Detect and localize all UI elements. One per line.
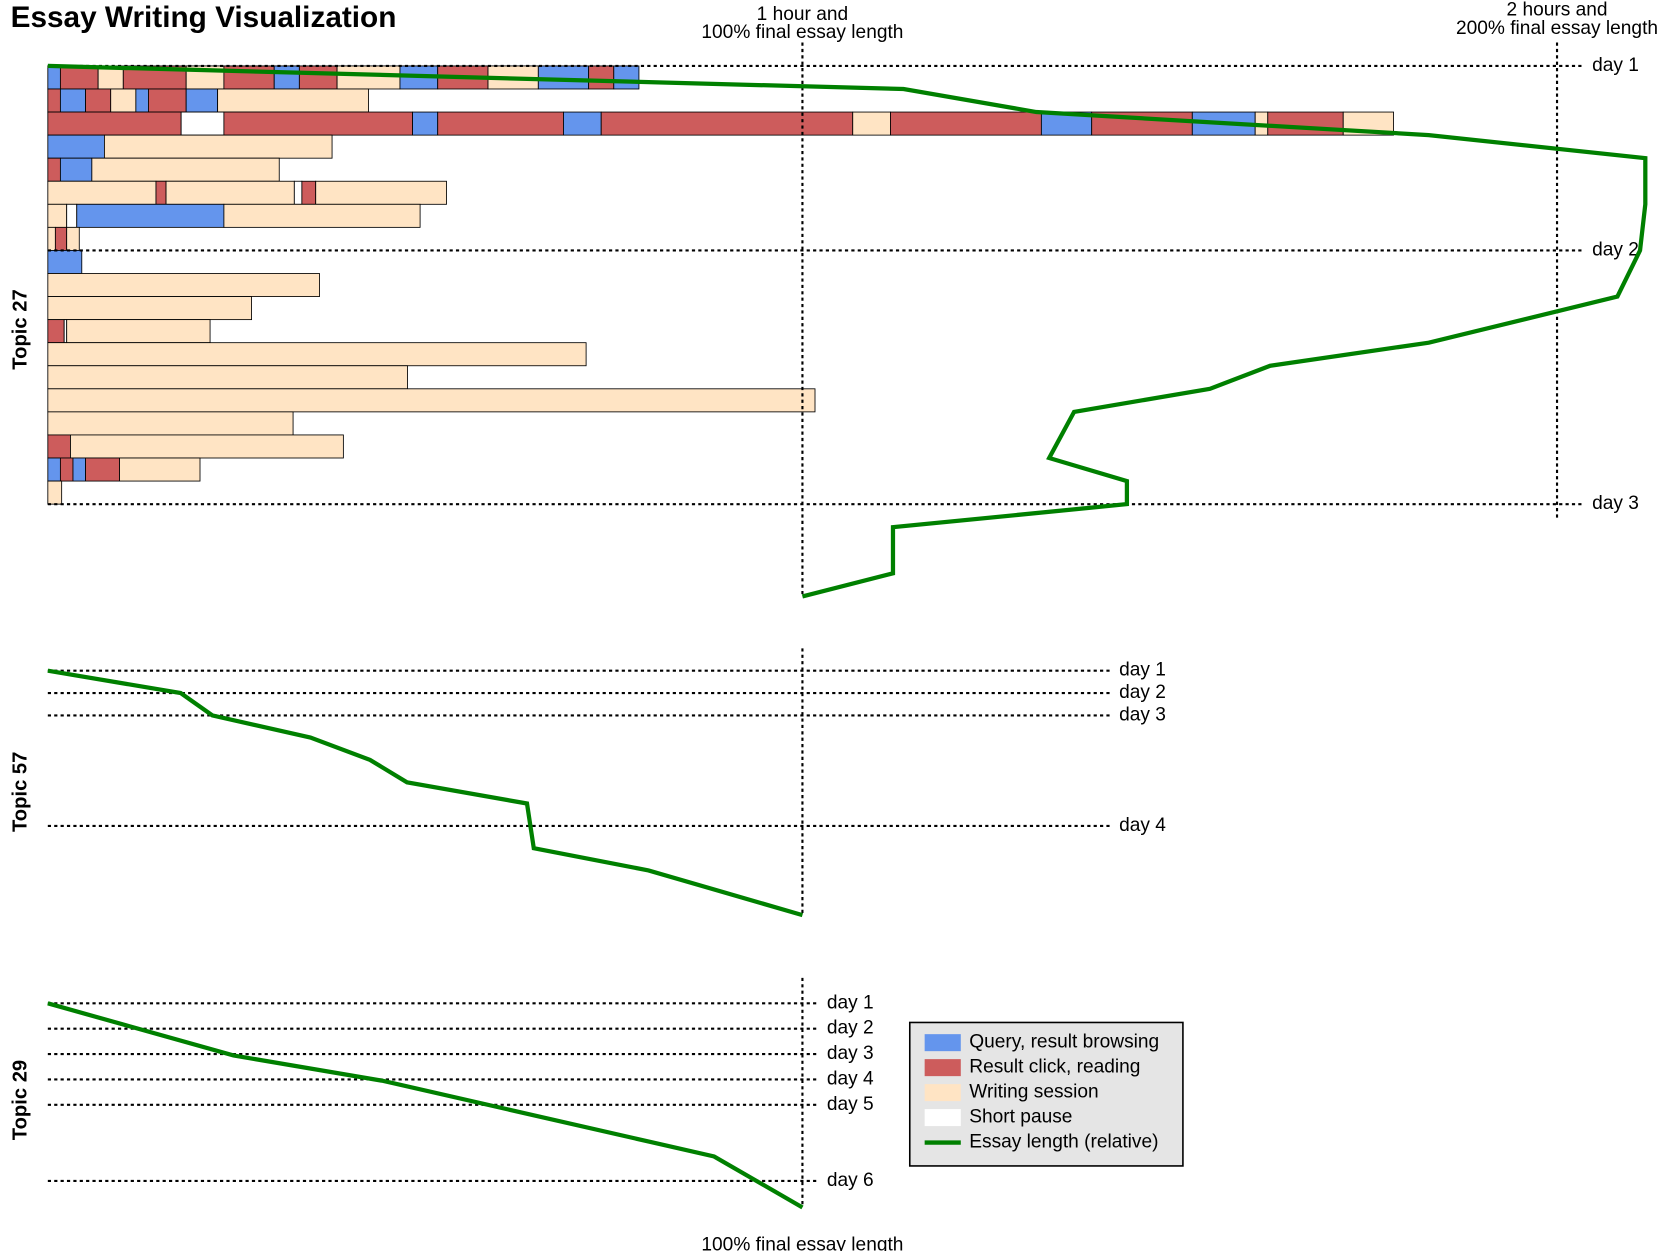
legend-swatch bbox=[924, 1109, 961, 1127]
session-segment bbox=[852, 111, 891, 136]
session-segment bbox=[47, 388, 816, 413]
session-segment bbox=[437, 111, 564, 136]
session-segment bbox=[47, 180, 157, 205]
session-segment bbox=[47, 342, 587, 367]
session-segment bbox=[412, 111, 439, 136]
session-segment bbox=[66, 319, 211, 344]
session-segment bbox=[47, 111, 182, 136]
top-label: 100% final essay length bbox=[701, 22, 903, 43]
legend-label: Result click, reading bbox=[969, 1057, 1140, 1078]
day-label: day 1 bbox=[827, 992, 874, 1013]
session-segment bbox=[135, 88, 149, 113]
session-segment bbox=[148, 88, 187, 113]
session-segment bbox=[588, 65, 615, 90]
session-segment bbox=[223, 203, 421, 228]
day-label: day 4 bbox=[1119, 815, 1166, 836]
session-segment bbox=[336, 65, 401, 90]
session-segment bbox=[185, 88, 219, 113]
day-label: day 6 bbox=[827, 1170, 874, 1191]
session-segment bbox=[59, 457, 74, 482]
session-segment bbox=[66, 226, 80, 251]
legend-label: Writing session bbox=[969, 1082, 1098, 1103]
session-segment bbox=[223, 111, 413, 136]
session-segment bbox=[103, 134, 333, 159]
topic-label: Topic 29 bbox=[10, 1060, 32, 1140]
session-segment bbox=[165, 180, 295, 205]
session-segment bbox=[47, 157, 61, 182]
legend-swatch bbox=[924, 1034, 961, 1052]
session-segment bbox=[180, 111, 225, 136]
session-segment bbox=[72, 457, 86, 482]
topic-label: Topic 27 bbox=[10, 289, 32, 369]
session-segment bbox=[47, 250, 83, 274]
session-segment bbox=[890, 111, 1042, 136]
session-segment bbox=[47, 319, 65, 344]
session-segment bbox=[315, 180, 447, 205]
session-segment bbox=[85, 457, 120, 482]
session-segment bbox=[47, 480, 63, 505]
day-label: day 2 bbox=[1119, 682, 1166, 703]
day-label: day 1 bbox=[1592, 55, 1639, 76]
day-label: day 3 bbox=[1592, 493, 1639, 514]
session-segment bbox=[76, 203, 225, 228]
bottom-label: 100% final essay length bbox=[701, 1235, 903, 1251]
session-segment bbox=[47, 65, 61, 90]
session-segment bbox=[47, 134, 105, 159]
essay-length-line bbox=[47, 63, 1648, 599]
session-segment bbox=[47, 365, 408, 390]
legend-label: Essay length (relative) bbox=[969, 1132, 1158, 1153]
essay-length-line bbox=[47, 668, 804, 918]
session-segment bbox=[119, 457, 201, 482]
session-segment bbox=[563, 111, 602, 136]
session-segment bbox=[600, 111, 854, 136]
session-segment bbox=[47, 411, 294, 436]
session-segment bbox=[613, 65, 640, 90]
session-segment bbox=[155, 180, 167, 205]
top-label: 200% final essay length bbox=[1456, 18, 1658, 39]
day-label: day 5 bbox=[827, 1094, 874, 1115]
legend-swatch bbox=[924, 1059, 961, 1077]
legend-swatch bbox=[924, 1084, 961, 1102]
session-segment bbox=[66, 203, 78, 228]
session-segment bbox=[91, 157, 280, 182]
session-segment bbox=[47, 226, 56, 251]
day-label: day 2 bbox=[1592, 239, 1639, 260]
session-segment bbox=[70, 434, 344, 459]
essay-length-line bbox=[47, 1001, 804, 1210]
session-segment bbox=[47, 296, 252, 321]
session-segment bbox=[47, 273, 320, 297]
session-segment bbox=[47, 88, 61, 113]
legend-label: Short pause bbox=[969, 1107, 1072, 1128]
session-segment bbox=[47, 434, 71, 459]
day-label: day 3 bbox=[827, 1043, 874, 1064]
session-segment bbox=[301, 180, 317, 205]
session-segment bbox=[293, 180, 303, 205]
session-segment bbox=[217, 88, 369, 113]
session-segment bbox=[110, 88, 137, 113]
title: Essay Writing Visualization bbox=[11, 1, 397, 34]
session-segment bbox=[273, 65, 300, 90]
session-segment bbox=[85, 88, 112, 113]
day-label: day 1 bbox=[1119, 660, 1166, 681]
topic-label: Topic 57 bbox=[10, 752, 32, 832]
session-segment bbox=[59, 157, 93, 182]
top-label: 1 hour and bbox=[757, 4, 848, 25]
session-segment bbox=[47, 457, 61, 482]
day-label: day 2 bbox=[827, 1018, 874, 1039]
session-segment bbox=[298, 65, 338, 90]
session-segment bbox=[59, 88, 86, 113]
session-segment bbox=[59, 65, 99, 90]
session-segment bbox=[47, 203, 68, 228]
session-segment bbox=[1267, 111, 1344, 136]
day-label: day 3 bbox=[1119, 704, 1166, 725]
session-segment bbox=[54, 226, 68, 251]
day-label: day 4 bbox=[827, 1068, 874, 1089]
legend-label: Query, result browsing bbox=[969, 1032, 1159, 1053]
top-label: 2 hours and bbox=[1507, 0, 1608, 21]
